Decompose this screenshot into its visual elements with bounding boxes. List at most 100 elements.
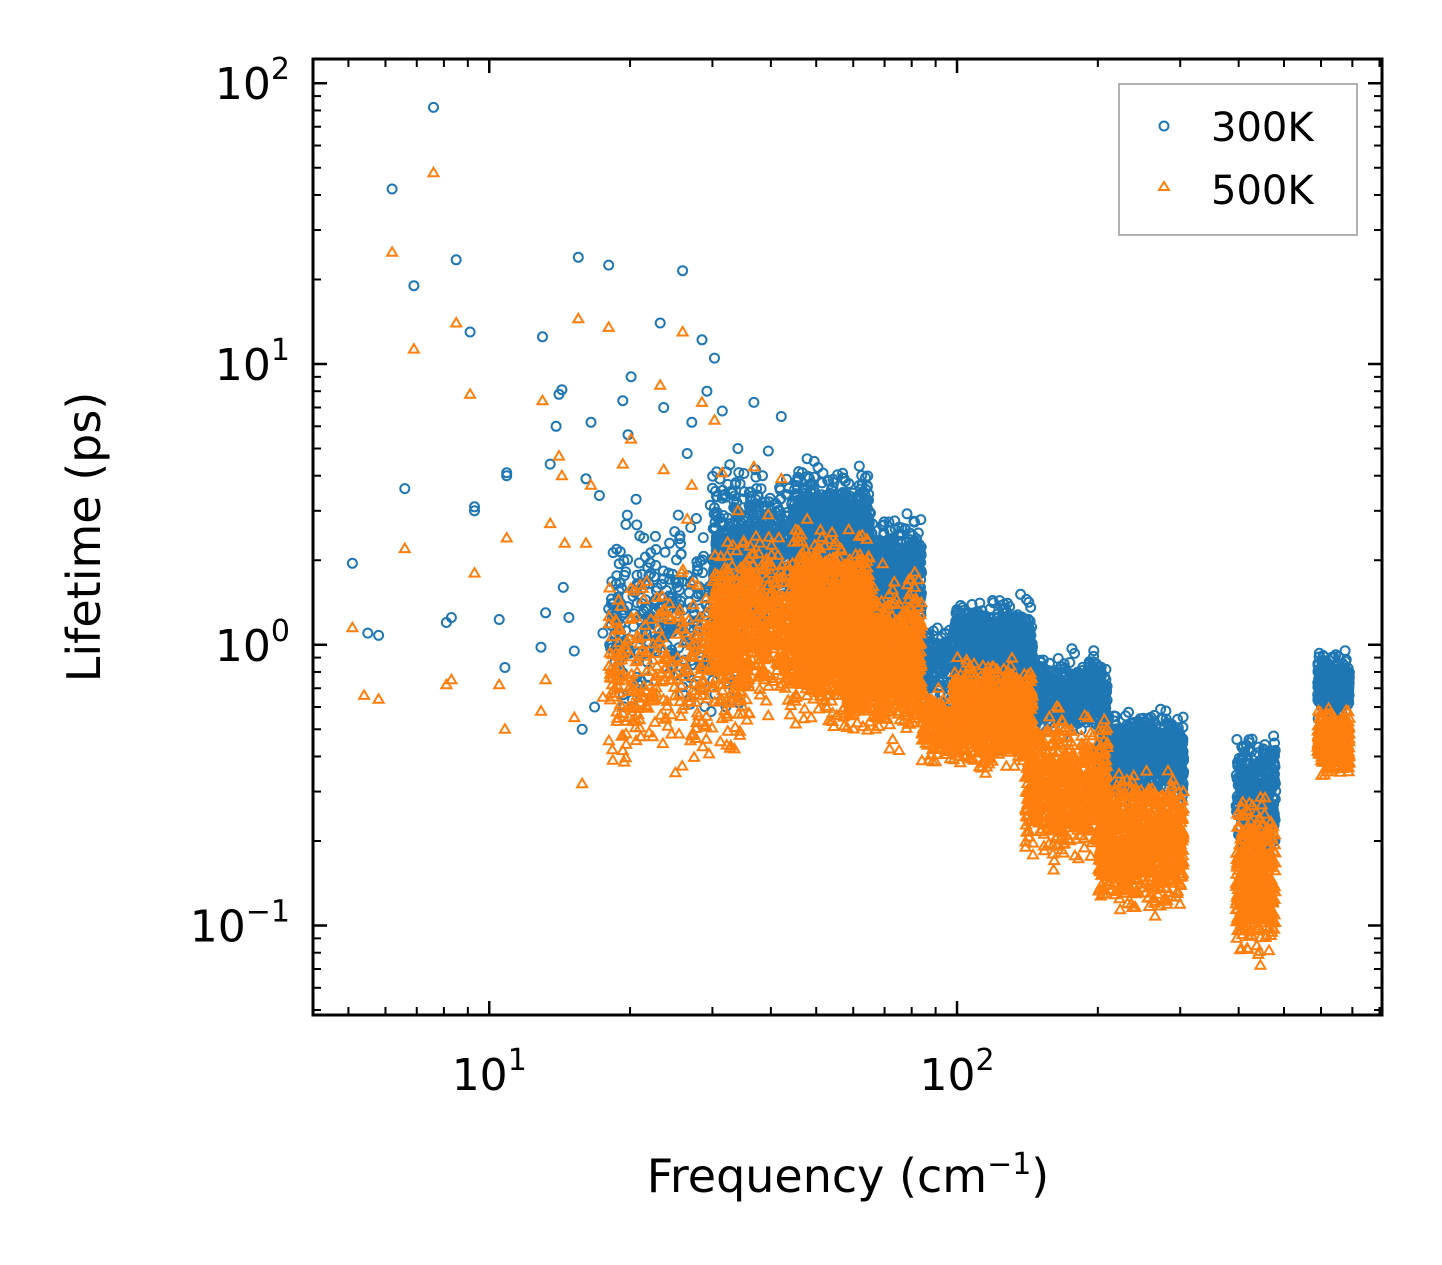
data-point <box>501 467 513 479</box>
data-point <box>631 519 643 531</box>
data-point <box>673 584 685 596</box>
scatter-points <box>345 101 1357 970</box>
data-point <box>550 420 562 432</box>
data-point <box>499 662 511 673</box>
data-point <box>568 645 580 657</box>
data-point <box>853 460 865 472</box>
data-point <box>775 411 787 422</box>
data-point <box>669 526 681 538</box>
data-point <box>585 416 597 428</box>
data-point <box>644 557 656 569</box>
data-point <box>593 490 605 501</box>
data-point <box>738 493 750 505</box>
data-point <box>469 505 480 517</box>
data-point <box>750 493 762 505</box>
data-point <box>757 470 768 482</box>
data-point <box>445 612 457 623</box>
data-point <box>677 265 689 277</box>
data-point <box>630 493 642 505</box>
data-point <box>645 547 657 559</box>
data-point <box>722 478 734 490</box>
data-point <box>659 546 671 558</box>
data-point <box>572 251 584 263</box>
data-point <box>399 483 411 495</box>
data-point <box>901 508 913 520</box>
data-point <box>1088 645 1100 657</box>
data-point <box>493 614 505 625</box>
data-point <box>817 467 829 479</box>
data-point <box>729 490 740 502</box>
data-point <box>621 509 633 521</box>
data-point <box>690 513 702 524</box>
data-point <box>469 501 480 513</box>
data-point <box>650 559 662 571</box>
data-point <box>617 395 629 407</box>
data-point <box>743 520 755 532</box>
data-point <box>658 402 670 413</box>
data-point <box>745 493 756 505</box>
data-point <box>664 537 676 549</box>
data-point <box>362 627 374 639</box>
data-point <box>540 607 552 619</box>
data-point <box>428 101 439 113</box>
data-point <box>616 582 627 594</box>
data-point <box>589 701 601 713</box>
data-point <box>556 384 568 396</box>
data-point <box>768 520 780 532</box>
data-point <box>716 405 728 417</box>
data-point <box>709 352 720 364</box>
data-point <box>732 443 744 454</box>
data-point <box>614 577 626 589</box>
data-point <box>675 548 687 560</box>
data-point <box>535 641 547 653</box>
data-point <box>373 629 385 641</box>
data-point <box>685 522 697 533</box>
data-point <box>686 416 698 428</box>
data-point <box>1015 588 1027 600</box>
data-point <box>696 334 708 346</box>
data-point <box>790 476 802 487</box>
data-point <box>557 581 569 593</box>
data-point <box>760 501 772 513</box>
data-point <box>603 259 615 271</box>
data-point <box>774 505 786 517</box>
data-point <box>636 568 648 580</box>
data-point <box>612 591 624 603</box>
data-point <box>346 557 358 569</box>
data-point <box>537 331 548 343</box>
data-point <box>709 502 720 514</box>
data-point <box>576 723 588 735</box>
data-point <box>597 627 609 639</box>
data-point <box>738 486 750 498</box>
data-point <box>625 371 637 383</box>
data-point <box>580 473 592 485</box>
data-point <box>775 493 787 505</box>
data-point <box>675 538 686 550</box>
data-point <box>762 445 774 457</box>
data-point <box>633 557 645 569</box>
data-point <box>733 524 745 536</box>
data-point <box>649 530 661 542</box>
data-point <box>733 467 745 479</box>
data-point <box>464 326 476 338</box>
data-point <box>792 473 804 485</box>
data-point <box>697 567 709 579</box>
data-point <box>710 485 721 497</box>
data-point <box>707 523 719 535</box>
data-point <box>718 517 730 529</box>
data-point <box>750 471 762 483</box>
data-point <box>738 468 750 479</box>
data-point <box>775 509 787 521</box>
data-point <box>717 510 729 521</box>
data-point <box>701 385 713 397</box>
data-point <box>658 573 670 585</box>
data-point <box>712 532 724 544</box>
data-point <box>611 543 623 555</box>
data-point <box>756 525 767 536</box>
data-point <box>634 530 646 542</box>
data-point <box>408 280 420 292</box>
data-point <box>793 466 805 478</box>
data-point <box>657 565 669 577</box>
data-point <box>745 486 757 498</box>
